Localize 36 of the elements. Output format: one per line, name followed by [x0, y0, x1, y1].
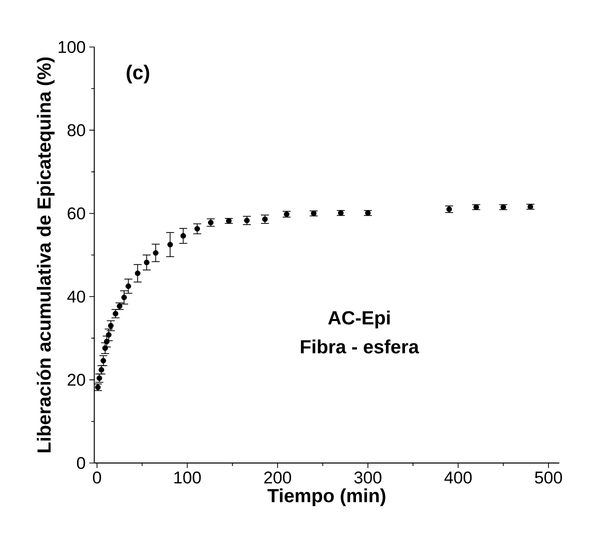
y-tick-label: 80 [68, 124, 86, 136]
y-tick-label: 40 [67, 290, 86, 303]
point [500, 204, 506, 210]
point [446, 206, 452, 212]
point [104, 338, 110, 344]
x-tick-label: 100 [174, 472, 201, 484]
point [134, 270, 140, 276]
point [284, 211, 290, 218]
x-tick-label: 200 [264, 472, 292, 484]
point [100, 358, 106, 364]
y-tick-label: 100 [58, 40, 86, 54]
point [244, 218, 250, 224]
point [144, 260, 150, 266]
annotation: Fibra - esfera [300, 340, 420, 354]
point [365, 210, 371, 216]
y-tick-label: 60 [68, 207, 86, 220]
annotation: AC-Epi [328, 310, 390, 328]
annotation: (c) [126, 64, 150, 84]
point [108, 322, 114, 329]
point [180, 233, 186, 239]
point [102, 345, 108, 351]
point [106, 332, 112, 338]
y-tick-label: 20 [68, 374, 86, 386]
point [194, 226, 200, 232]
x-tick-label: 500 [534, 472, 562, 484]
y-axis-title: Liberación acumulativa de Epicatequina (%) [36, 57, 55, 452]
y-tick-label: 0 [76, 456, 86, 470]
x-tick-label: 0 [92, 472, 102, 484]
x-axis-title: Tiempo (min) [268, 488, 386, 506]
point [121, 294, 127, 300]
x-tick-label: 400 [444, 472, 472, 484]
point [226, 218, 232, 224]
point [126, 283, 132, 289]
x-tick-label: 300 [354, 472, 382, 484]
point [167, 242, 173, 248]
point [152, 250, 158, 256]
